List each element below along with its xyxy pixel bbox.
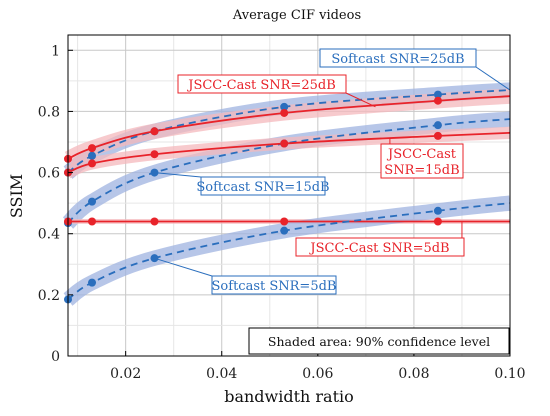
x-tick-label: 0.02 [110,366,141,382]
series-markers [64,90,442,304]
jscc-cast-snr-15db-marker [433,131,442,140]
y-tick-label: 0.8 [38,104,60,120]
annotation-jscc-cast-snr-5db: JSCC-Cast SNR=5dB [295,221,465,257]
jscc-cast-snr-15db-marker [88,159,97,168]
annotation-text: Softcast SNR=5dB [212,279,337,294]
x-axis-ticks: 0.02 0.04 0.06 0.08 0.10 [110,351,526,382]
jscc-cast-snr-25db-marker [433,96,442,105]
annotation-box [380,143,464,179]
y-axis-ticks: 0 0.2 0.4 0.6 0.8 1 [38,43,73,365]
confidence-note: Shaded area: 90% confidence level [248,327,510,355]
note-text: Shaded area: 90% confidence level [268,334,490,349]
chart-title: Average CIF videos [232,8,361,23]
jscc-cast-snr-15db-marker [150,150,159,159]
softcast-snr-25db-marker [433,90,442,99]
softcast-snr-5db-marker [280,226,289,235]
jscc-cast-snr-25db-marker [280,108,289,117]
annotation-text: Softcast SNR=15dB [196,180,329,195]
jscc-cast-snr-25db-marker [88,144,97,153]
annotation-box [177,74,347,94]
y-tick-label: 0.2 [38,288,60,304]
annotation-box [295,237,465,257]
softcast-snr-15db-marker [433,121,442,130]
annotation-leader [475,66,511,91]
annotation-box [211,275,337,295]
x-tick-label: 0.08 [398,366,429,382]
annotation-text-line2: SNR=15dB [384,163,459,178]
softcast-snr-15db-marker [88,197,97,206]
annotation-jscc-cast-snr-25db: JSCC-Cast SNR=25dB [177,74,376,108]
annotation-box [200,176,326,196]
annotation-leader [154,172,202,178]
x-tick-label: 0.06 [302,366,333,382]
annotation-leader [154,257,213,277]
annotation-softcast-snr-15db: Softcast SNR=15dB [154,172,330,196]
annotation-softcast-snr-5db: Softcast SNR=5dB [154,257,337,295]
y-axis-label: SSIM [7,174,26,218]
y-tick-label: 0.4 [38,227,60,243]
y-tick-label: 0.6 [38,166,60,182]
softcast-snr-25db-marker [88,151,97,160]
jscc-cast-snr-5db-marker [280,217,289,226]
annotation-leader [345,92,376,108]
softcast-snr-5db-marker [88,278,97,287]
y-tick-label: 0 [51,349,60,365]
x-axis-label: bandwidth ratio [224,387,354,406]
x-tick-label: 0.10 [494,366,525,382]
softcast-snr-25db-marker [280,102,289,111]
softcast-snr-5db-marker [433,206,442,215]
annotations: Softcast SNR=25dB JSCC-Cast SNR=25dB JSCC-… [154,48,511,295]
note-box [248,327,510,355]
annotation-text: JSCC-Cast [386,147,457,162]
jscc-cast-snr-25db-marker [150,127,159,136]
annotation-text: JSCC-Cast SNR=5dB [308,241,449,256]
annotation-text: Softcast SNR=25dB [331,52,464,67]
annotation-softcast-snr-25db: Softcast SNR=25dB [319,48,511,91]
y-tick-label: 1 [51,43,60,59]
jscc-cast-snr-15db-marker [280,139,289,148]
annotation-box [319,48,477,68]
x-tick-label: 0.04 [206,366,237,382]
jscc-cast-snr-5db-marker [88,217,97,226]
jscc-cast-snr-5db-marker [433,217,442,226]
jscc-cast-snr-5db-marker [150,217,159,226]
annotation-text: JSCC-Cast SNR=25dB [186,78,336,93]
plot-frame [67,34,511,357]
